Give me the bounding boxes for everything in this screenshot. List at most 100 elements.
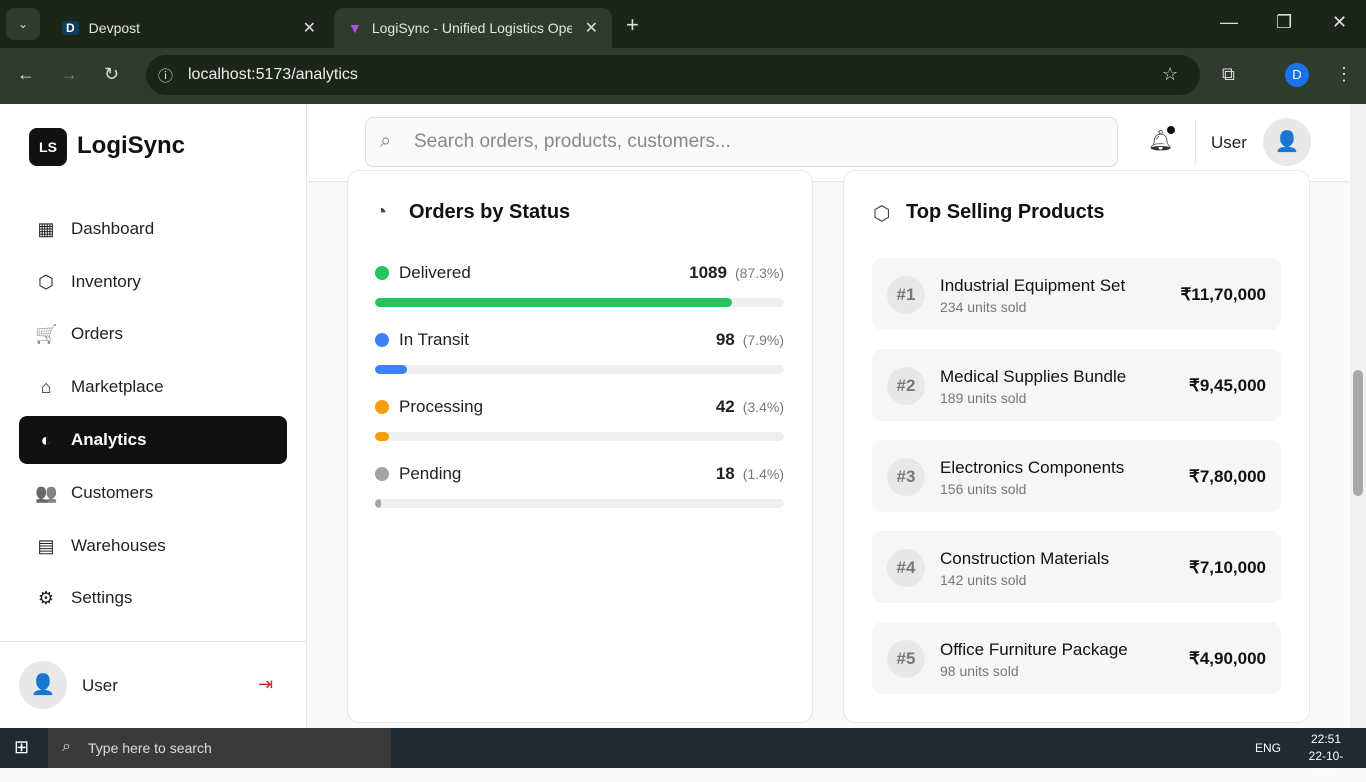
search-icon: ⌕	[62, 738, 71, 755]
site-info-icon[interactable]: ⓘ	[158, 68, 174, 85]
close-window-icon[interactable]: ✕	[1332, 12, 1348, 32]
sidebar-item-settings[interactable]: ⚙ Settings	[19, 574, 287, 622]
header-user-name: User	[1211, 133, 1247, 152]
divider	[1195, 119, 1196, 165]
sidebar-user-name: User	[82, 676, 118, 695]
revenue: ₹7,80,000	[1189, 467, 1266, 486]
status-count: 1089	[689, 263, 727, 282]
address-bar[interactable]: localhost:5173/analytics	[146, 55, 1200, 95]
profile-avatar[interactable]: D	[1285, 63, 1309, 87]
sidebar-item-label: Inventory	[71, 272, 141, 291]
back-icon[interactable]: ←	[17, 64, 35, 84]
progress-fill	[375, 298, 733, 307]
status-label: In Transit	[399, 330, 469, 349]
progress-bar	[375, 432, 784, 441]
box-icon: ⬡	[38, 271, 54, 292]
new-tab-icon[interactable]: +	[626, 12, 639, 37]
status-dot	[375, 467, 389, 481]
vite-icon: ▼	[348, 20, 362, 36]
search-input[interactable]: Search orders, products, customers...	[365, 117, 1118, 167]
orders-by-status-card	[347, 170, 813, 723]
sidebar-item-label: Settings	[71, 588, 133, 607]
close-tab-icon[interactable]: ✕	[584, 20, 598, 37]
minimize-icon[interactable]: —	[1220, 12, 1238, 32]
pie-chart-icon: ◔	[375, 201, 388, 223]
status-dot	[375, 266, 389, 280]
progress-fill	[375, 432, 389, 441]
dashboard-icon: ▦	[37, 218, 55, 239]
sidebar-item-inventory[interactable]: ⬡ Inventory	[19, 258, 287, 306]
sidebar-item-label: Warehouses	[71, 536, 166, 555]
status-dot	[375, 333, 389, 347]
windows-start-icon[interactable]: ⊞	[14, 737, 30, 757]
sidebar-item-label: Dashboard	[71, 219, 155, 238]
product-name: Construction Materials	[940, 549, 1110, 568]
box-icon: ⬡	[873, 203, 891, 225]
date: 22-10-2025	[1308, 749, 1344, 780]
logo: LS	[29, 128, 67, 166]
product-row[interactable]: #3 Electronics Components 156 units sold…	[872, 440, 1281, 512]
status-count: 42	[715, 397, 735, 416]
sidebar-item-analytics[interactable]: ◐ Analytics	[19, 416, 287, 464]
units-sold: 98 units sold	[940, 663, 1019, 679]
notification-dot	[1167, 126, 1175, 134]
product-name: Electronics Components	[940, 458, 1125, 477]
time: 22:51	[1310, 732, 1342, 746]
scrollbar-thumb[interactable]	[1353, 370, 1363, 496]
product-row[interactable]: #4 Construction Materials 142 units sold…	[872, 531, 1281, 603]
warehouse-icon: ▤	[37, 535, 55, 556]
product-row[interactable]: #1 Industrial Equipment Set 234 units so…	[872, 258, 1281, 330]
extensions-icon[interactable]: ⧉	[1222, 64, 1235, 84]
reload-icon[interactable]: ↻	[104, 64, 120, 84]
product-row[interactable]: #5 Office Furniture Package 98 units sol…	[872, 622, 1281, 694]
status-label: Delivered	[399, 263, 471, 282]
store-icon: ⌂	[40, 376, 52, 397]
tab-devpost[interactable]: D Devpost ✕	[48, 8, 330, 48]
search-placeholder: Search orders, products, customers...	[414, 131, 731, 152]
tab-title: LogiSync - Unified Logistics Ope	[371, 20, 572, 36]
status-row: Delivered 1089 (87.3%)	[375, 263, 784, 307]
sidebar-item-label: Orders	[71, 324, 123, 343]
units-sold: 189 units sold	[940, 390, 1027, 406]
clock[interactable]: 22:51 22-10-2025	[1296, 731, 1356, 782]
product-name: Office Furniture Package	[940, 640, 1128, 659]
card-title: Orders by Status	[409, 201, 571, 223]
scrollbar[interactable]	[1350, 104, 1366, 728]
close-tab-icon[interactable]: ✕	[302, 20, 316, 37]
gear-icon: ⚙	[37, 587, 55, 608]
logout-icon[interactable]: ⇥	[258, 674, 274, 694]
header-avatar[interactable]: 👤	[1263, 118, 1311, 166]
status-dot	[375, 400, 389, 414]
language-indicator[interactable]: ENG	[1255, 741, 1282, 755]
taskbar-search[interactable]: Type here to search	[48, 728, 391, 768]
divider	[0, 641, 306, 642]
sidebar-item-marketplace[interactable]: ⌂ Marketplace	[19, 363, 287, 411]
sidebar-item-orders[interactable]: 🛒 Orders	[19, 310, 287, 358]
user-avatar: 👤	[19, 661, 67, 709]
product-name: Medical Supplies Bundle	[940, 367, 1127, 386]
bookmark-star-icon[interactable]: ☆	[1162, 64, 1179, 84]
status-percent: (87.3%)	[734, 265, 784, 281]
product-row[interactable]: #2 Medical Supplies Bundle 189 units sol…	[872, 349, 1281, 421]
progress-bar	[375, 499, 784, 508]
status-percent: (1.4%)	[742, 466, 784, 482]
menu-icon[interactable]: ⋮	[1335, 64, 1353, 84]
units-sold: 234 units sold	[940, 299, 1027, 315]
tab-list-button[interactable]: ⌄	[6, 8, 40, 40]
bell-icon[interactable]: 🔔︎	[1148, 130, 1174, 152]
sidebar-item-label: Customers	[71, 483, 154, 502]
analytics-icon: ◐	[40, 429, 52, 450]
sidebar-item-warehouses[interactable]: ▤ Warehouses	[19, 522, 287, 570]
restore-icon[interactable]: ❐	[1276, 12, 1293, 32]
status-count: 18	[715, 464, 735, 483]
sidebar-item-customers[interactable]: 👥 Customers	[19, 469, 287, 517]
revenue: ₹9,45,000	[1189, 376, 1266, 395]
forward-icon[interactable]: →	[60, 64, 78, 84]
rank-badge: #5	[887, 640, 925, 678]
card-title: Top Selling Products	[906, 201, 1105, 223]
rank-badge: #1	[887, 276, 925, 314]
status-percent: (3.4%)	[742, 399, 784, 415]
tab-title: Devpost	[88, 20, 141, 36]
tab-logisync[interactable]: ▼ LogiSync - Unified Logistics Ope ✕	[334, 8, 612, 48]
sidebar-item-dashboard[interactable]: ▦ Dashboard	[19, 205, 287, 253]
